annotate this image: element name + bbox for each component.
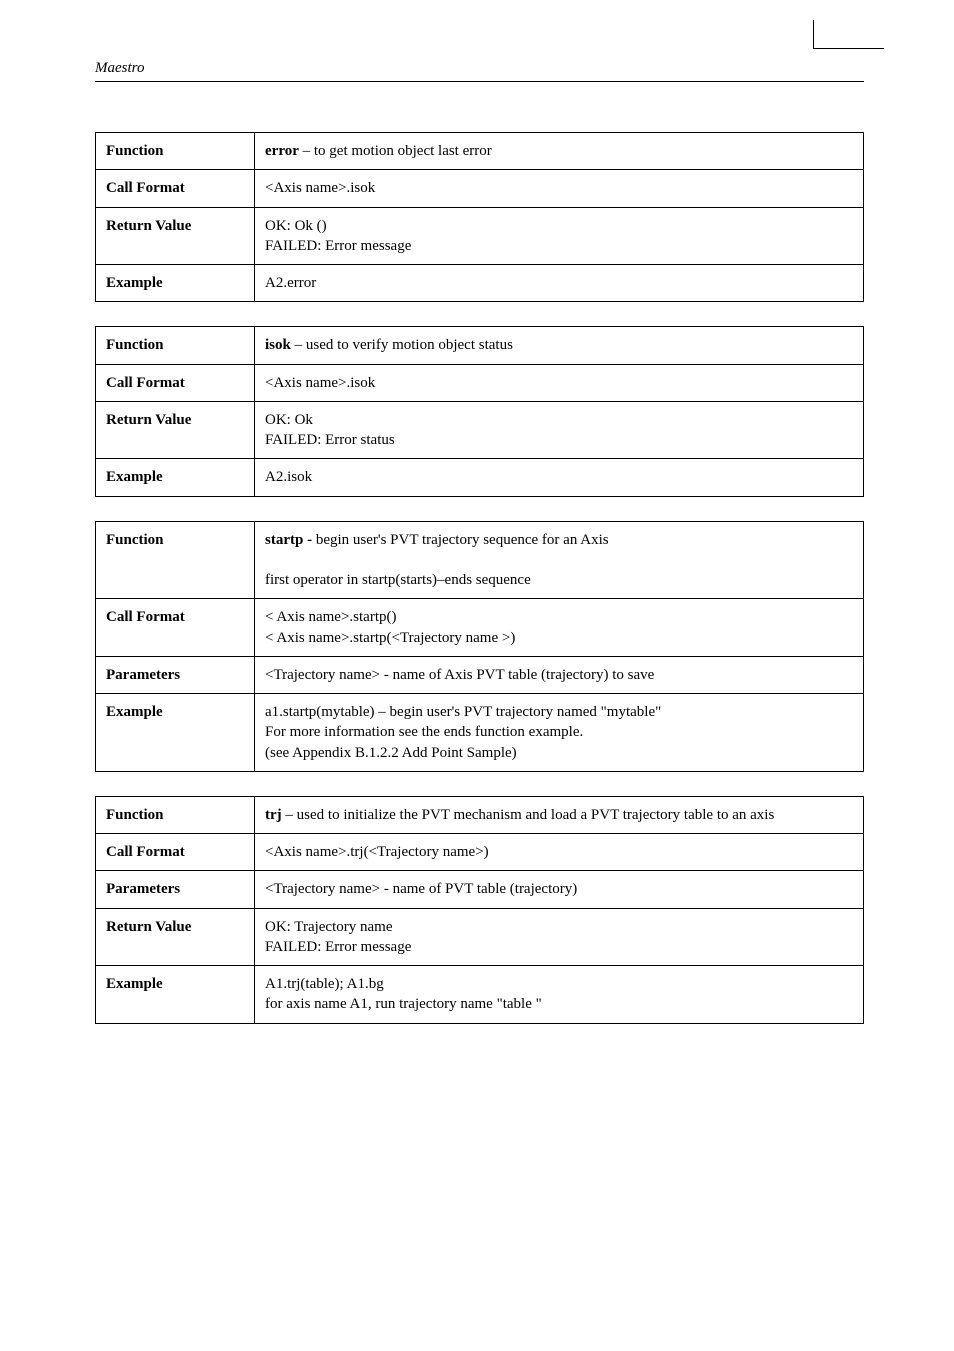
row-label: Return Value [96, 401, 255, 459]
row-content: < Axis name>.startp()< Axis name>.startp… [255, 599, 864, 657]
header-corner-box [813, 20, 884, 49]
table-row: Call Format <Axis name>.isok [96, 170, 864, 207]
table-row: Call Format <Axis name>.isok [96, 364, 864, 401]
row-content: OK: Ok ()FAILED: Error message [255, 207, 864, 265]
row-content: <Trajectory name> - name of Axis PVT tab… [255, 656, 864, 693]
row-content: <Trajectory name> - name of PVT table (t… [255, 871, 864, 908]
table-row: Example A2.isok [96, 459, 864, 496]
fn-name: isok [265, 337, 291, 353]
page-title: Maestro [95, 60, 144, 77]
row-label: Return Value [96, 908, 255, 966]
fn-desc: – to get motion object last error [299, 143, 492, 159]
function-table-trj: Function trj – used to initialize the PV… [95, 796, 864, 1024]
row-content: startp - begin user's PVT trajectory seq… [255, 521, 864, 599]
row-label: Function [96, 133, 255, 170]
row-label: Example [96, 694, 255, 772]
row-content: OK: OkFAILED: Error status [255, 401, 864, 459]
row-content: A1.trj(table); A1.bg for axis name A1, r… [255, 966, 864, 1024]
row-label: Call Format [96, 170, 255, 207]
row-content: a1.startp(mytable) – begin user's PVT tr… [255, 694, 864, 772]
row-content: <Axis name>.isok [255, 364, 864, 401]
row-content: error – to get motion object last error [255, 133, 864, 170]
table-row: Example A1.trj(table); A1.bg for axis na… [96, 966, 864, 1024]
table-row: Function startp - begin user's PVT traje… [96, 521, 864, 599]
table-row: Example a1.startp(mytable) – begin user'… [96, 694, 864, 772]
fn-name: error [265, 143, 299, 159]
row-label: Parameters [96, 656, 255, 693]
fn-desc: – used to verify motion object status [291, 337, 513, 353]
row-content: <Axis name>.isok [255, 170, 864, 207]
table-row: Call Format < Axis name>.startp()< Axis … [96, 599, 864, 657]
function-table-startp: Function startp - begin user's PVT traje… [95, 521, 864, 772]
table-row: Example A2.error [96, 265, 864, 302]
row-label: Parameters [96, 871, 255, 908]
table-row: Parameters <Trajectory name> - name of P… [96, 871, 864, 908]
fn-desc: begin user's PVT trajectory sequence for… [265, 532, 609, 589]
row-label: Call Format [96, 599, 255, 657]
fn-name: trj [265, 807, 282, 823]
header-rule [95, 81, 864, 82]
table-row: Call Format <Axis name>.trj(<Trajectory … [96, 834, 864, 871]
table-row: Parameters <Trajectory name> - name of A… [96, 656, 864, 693]
row-content: isok – used to verify motion object stat… [255, 327, 864, 364]
row-label: Function [96, 327, 255, 364]
row-content: trj – used to initialize the PVT mechani… [255, 796, 864, 833]
row-content: A2.error [255, 265, 864, 302]
row-content: A2.isok [255, 459, 864, 496]
function-table-error: Function error – to get motion object la… [95, 132, 864, 302]
row-label: Function [96, 796, 255, 833]
table-row: Function isok – used to verify motion ob… [96, 327, 864, 364]
row-label: Example [96, 265, 255, 302]
row-label: Example [96, 459, 255, 496]
table-row: Return Value OK: OkFAILED: Error status [96, 401, 864, 459]
function-table-isok: Function isok – used to verify motion ob… [95, 326, 864, 496]
fn-desc: – used to initialize the PVT mechanism a… [282, 807, 775, 823]
row-label: Call Format [96, 364, 255, 401]
fn-name: startp - [265, 532, 316, 548]
row-label: Example [96, 966, 255, 1024]
table-row: Return Value OK: Trajectory nameFAILED: … [96, 908, 864, 966]
row-content: <Axis name>.trj(<Trajectory name>) [255, 834, 864, 871]
table-row: Return Value OK: Ok ()FAILED: Error mess… [96, 207, 864, 265]
table-row: Function trj – used to initialize the PV… [96, 796, 864, 833]
row-label: Return Value [96, 207, 255, 265]
row-content: OK: Trajectory nameFAILED: Error message [255, 908, 864, 966]
row-label: Call Format [96, 834, 255, 871]
table-row: Function error – to get motion object la… [96, 133, 864, 170]
row-label: Function [96, 521, 255, 599]
